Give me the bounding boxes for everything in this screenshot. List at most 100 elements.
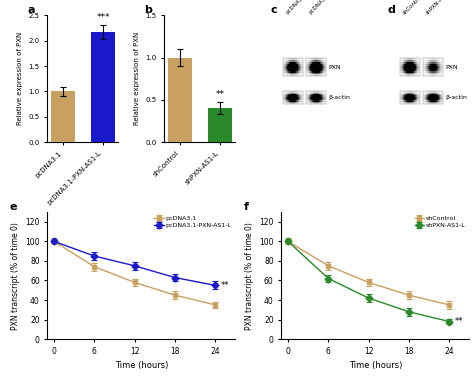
Bar xyxy=(433,60,434,62)
Bar xyxy=(321,100,322,102)
Bar xyxy=(427,71,428,73)
Bar xyxy=(299,74,300,76)
Bar xyxy=(436,67,437,69)
Bar xyxy=(313,71,314,73)
Bar xyxy=(296,102,297,103)
Text: c: c xyxy=(271,5,277,15)
Bar xyxy=(285,100,286,102)
Bar xyxy=(301,74,302,76)
Bar xyxy=(434,67,435,69)
Bar xyxy=(286,74,287,76)
Bar xyxy=(312,99,313,100)
Bar xyxy=(315,96,316,98)
Bar xyxy=(424,102,425,103)
Bar xyxy=(301,69,302,71)
Bar xyxy=(432,95,433,96)
Bar xyxy=(311,93,312,94)
Bar xyxy=(432,64,433,66)
Bar xyxy=(429,67,430,69)
Bar xyxy=(406,96,407,98)
Bar xyxy=(436,71,437,73)
Bar xyxy=(316,102,317,103)
Bar xyxy=(435,99,436,100)
Bar xyxy=(416,95,417,96)
Text: a: a xyxy=(27,5,35,15)
Text: e: e xyxy=(10,202,18,212)
Bar xyxy=(433,94,434,95)
Bar xyxy=(432,99,433,100)
Bar xyxy=(416,66,417,67)
Bar xyxy=(298,60,299,62)
Bar xyxy=(283,96,284,98)
Bar xyxy=(313,60,314,62)
Bar xyxy=(295,69,296,71)
Bar xyxy=(306,74,307,76)
Bar xyxy=(406,91,407,93)
Bar xyxy=(290,64,291,66)
Bar xyxy=(315,74,316,76)
Bar xyxy=(440,95,441,96)
Bar xyxy=(424,73,425,74)
Bar xyxy=(313,99,314,100)
Bar xyxy=(310,74,311,76)
Bar xyxy=(418,60,419,62)
Bar xyxy=(436,91,437,93)
Bar xyxy=(410,94,411,95)
Bar xyxy=(296,98,297,99)
Bar xyxy=(313,98,314,99)
Bar xyxy=(439,69,440,71)
Bar xyxy=(291,74,292,76)
Bar xyxy=(438,71,439,73)
Bar xyxy=(404,67,405,69)
Bar xyxy=(408,102,409,103)
Bar xyxy=(315,64,316,66)
Text: **: ** xyxy=(216,90,225,99)
Bar xyxy=(412,103,413,104)
Bar xyxy=(290,98,291,99)
Bar xyxy=(406,93,407,94)
Bar xyxy=(429,58,430,60)
Bar xyxy=(309,103,310,104)
Bar xyxy=(283,93,284,94)
Bar xyxy=(428,103,429,104)
Bar xyxy=(285,58,286,60)
Bar xyxy=(431,95,432,96)
Bar xyxy=(321,94,322,95)
Bar xyxy=(310,66,311,67)
Bar xyxy=(284,62,285,64)
Text: f: f xyxy=(244,202,249,212)
Bar xyxy=(323,95,324,96)
Bar xyxy=(325,60,326,62)
Bar xyxy=(438,60,439,62)
Bar xyxy=(321,98,322,99)
Bar xyxy=(317,93,318,94)
Bar xyxy=(430,60,431,62)
Bar xyxy=(312,64,313,66)
Bar xyxy=(312,100,313,102)
Bar xyxy=(439,93,440,94)
Bar xyxy=(287,98,288,99)
Bar xyxy=(317,71,318,73)
Bar xyxy=(441,99,442,100)
Bar xyxy=(299,96,300,98)
Bar xyxy=(283,66,284,67)
Bar xyxy=(300,74,301,76)
Bar xyxy=(407,66,408,67)
Bar xyxy=(313,62,314,64)
Bar xyxy=(435,102,436,103)
Bar xyxy=(293,62,294,64)
Bar xyxy=(425,67,426,69)
Bar xyxy=(424,69,425,71)
Bar xyxy=(320,64,321,66)
Bar xyxy=(320,60,321,62)
Bar xyxy=(295,58,296,60)
Bar xyxy=(295,66,296,67)
Bar xyxy=(404,60,405,62)
Bar xyxy=(318,98,319,99)
Bar xyxy=(284,96,285,98)
Bar xyxy=(318,91,319,93)
Bar xyxy=(413,98,414,99)
Bar xyxy=(287,96,288,98)
Bar xyxy=(439,95,440,96)
Bar xyxy=(413,74,414,76)
